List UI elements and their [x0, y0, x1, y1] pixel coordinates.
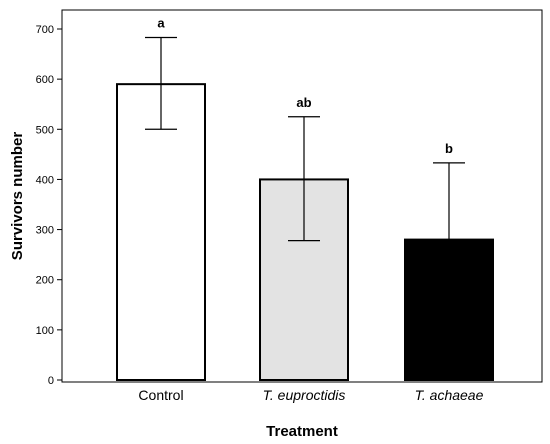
y-tick-label: 400	[36, 174, 54, 186]
y-tick-label: 200	[36, 275, 54, 287]
bar	[116, 83, 206, 382]
y-tick-label: 700	[36, 24, 54, 36]
x-category-label: Control	[138, 387, 183, 403]
bars-group	[116, 83, 494, 382]
y-tick-label: 100	[36, 325, 54, 337]
significance-labels-group: a ab b	[157, 16, 453, 156]
bar	[404, 238, 494, 381]
y-tick-label: 600	[36, 74, 54, 86]
x-category-label: T. euproctidis	[263, 387, 346, 403]
significance-label: a	[157, 16, 165, 31]
plot-frame	[61, 9, 543, 383]
error-bars-group	[145, 36, 465, 242]
x-axis-title: Treatment	[266, 423, 338, 440]
x-category-label: T. achaeae	[415, 387, 484, 403]
y-tick-label: 300	[36, 225, 54, 237]
y-tick-label: 500	[36, 124, 54, 136]
significance-label: b	[445, 141, 453, 156]
category-labels-group: Control T. euproctidis T. achaeae	[138, 387, 483, 403]
significance-label: ab	[296, 95, 311, 110]
y-tick-label: 0	[48, 375, 54, 387]
y-axis-title: Survivors number	[9, 132, 26, 261]
y-axis: 0 100 200 300 400 500 600 700	[36, 24, 62, 387]
